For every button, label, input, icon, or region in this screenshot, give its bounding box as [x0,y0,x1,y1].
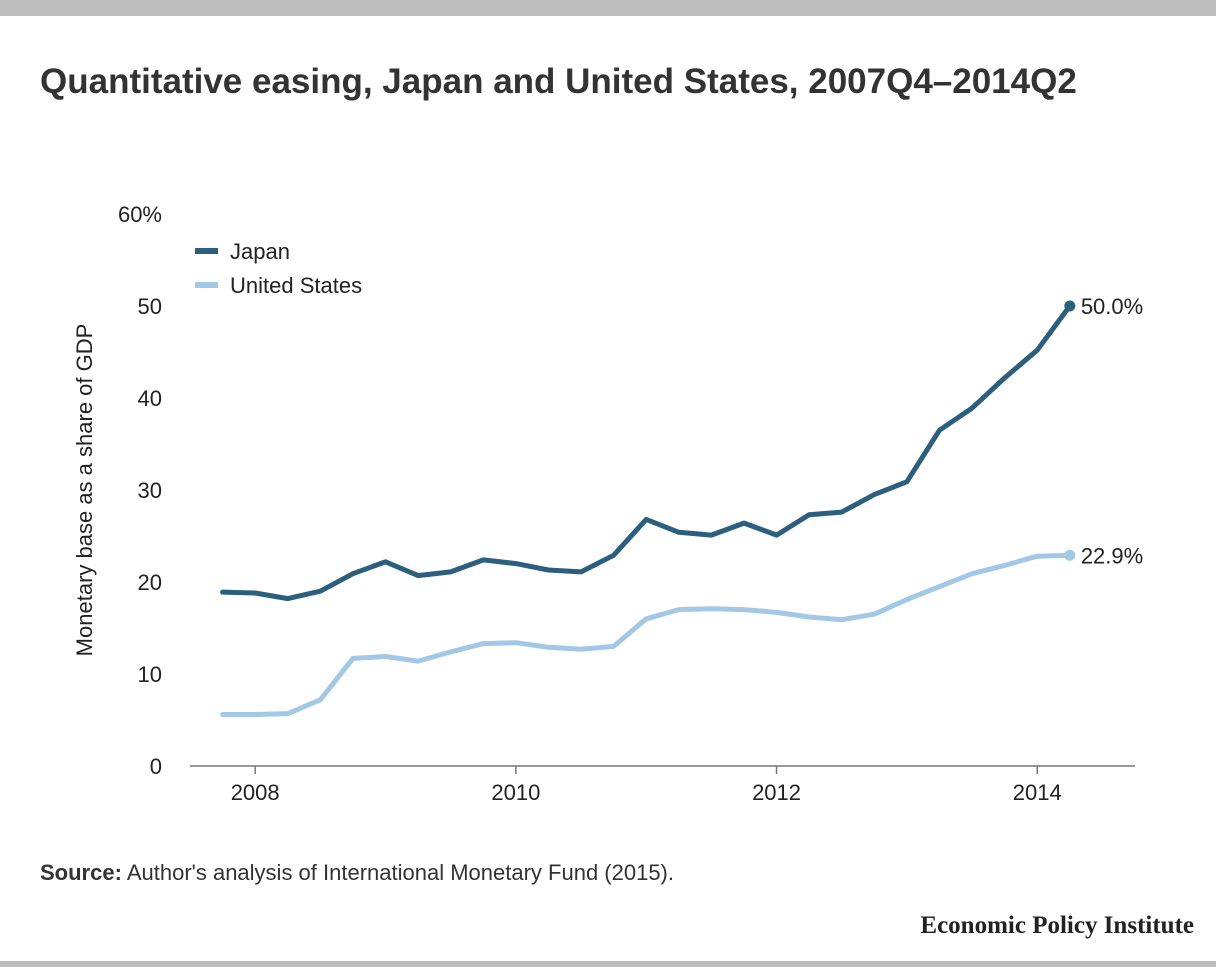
source-text: Author's analysis of International Monet… [126,860,674,885]
source-note: Source: Author's analysis of Internation… [40,860,674,886]
x-tick-label: 2010 [491,780,540,805]
y-tick-label: 10 [138,662,162,687]
bottom-border-bar [0,961,1216,967]
series-end-label-1: 22.9% [1081,543,1143,568]
chart-title: Quantitative easing, Japan and United St… [40,62,1077,101]
y-axis-title: Monetary base as a share of GDP [72,324,97,657]
x-tick-label: 2012 [752,780,801,805]
y-tick-label: 50 [138,294,162,319]
x-tick-label: 2008 [231,780,280,805]
y-tick-label: 0 [150,754,162,779]
source-label: Source: [40,860,122,885]
top-border-bar [0,0,1216,16]
series-end-label-0: 50.0% [1081,294,1143,319]
legend-label-1: United States [230,273,362,298]
series-line-1 [220,552,1073,717]
y-tick-label: 40 [138,386,162,411]
y-tick-label: 30 [138,478,162,503]
y-tick-label: 20 [138,570,162,595]
series-end-point-0 [1064,300,1076,312]
series-line-0 [220,303,1073,602]
legend-label-0: Japan [230,239,290,264]
x-tick-label: 2014 [1013,780,1062,805]
brand-logo-text: Economic Policy Institute [920,912,1194,939]
y-tick-label-top: 60% [118,202,162,227]
series-end-point-1 [1064,549,1076,561]
